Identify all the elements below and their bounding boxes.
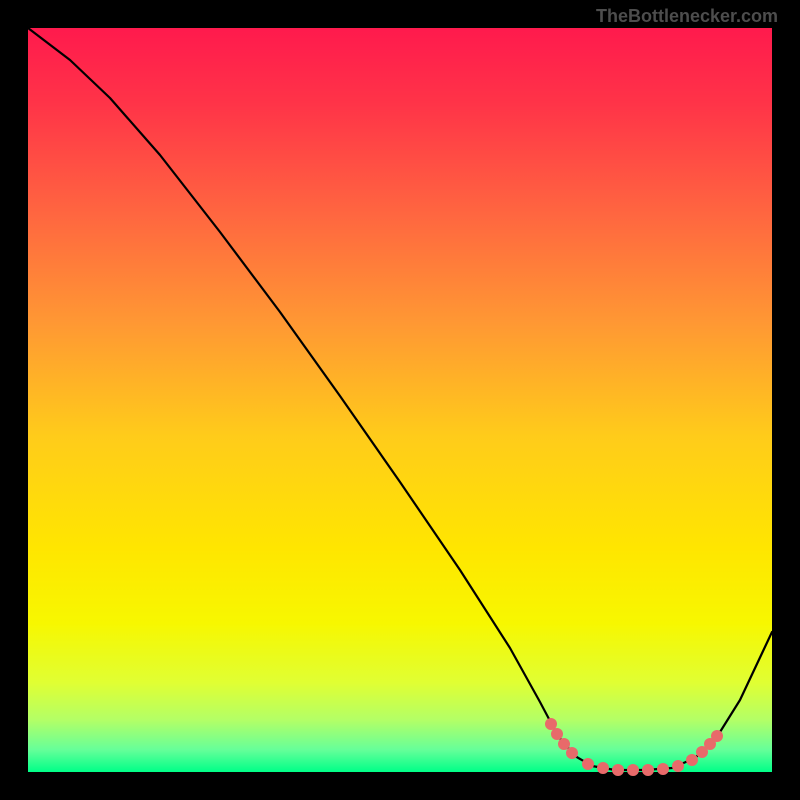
marker-point	[558, 738, 570, 750]
marker-point	[672, 760, 684, 772]
marker-point	[642, 764, 654, 776]
marker-point	[686, 754, 698, 766]
marker-point	[657, 763, 669, 775]
watermark-text: TheBottlenecker.com	[596, 6, 778, 27]
marker-point	[582, 758, 594, 770]
marker-point	[551, 728, 563, 740]
marker-point	[545, 718, 557, 730]
data-markers	[545, 718, 723, 776]
marker-point	[597, 762, 609, 774]
chart-container: TheBottlenecker.com	[0, 0, 800, 800]
chart-overlay	[0, 0, 800, 800]
bottleneck-curve	[28, 28, 772, 770]
marker-point	[627, 764, 639, 776]
marker-point	[711, 730, 723, 742]
marker-point	[612, 764, 624, 776]
marker-point	[566, 747, 578, 759]
